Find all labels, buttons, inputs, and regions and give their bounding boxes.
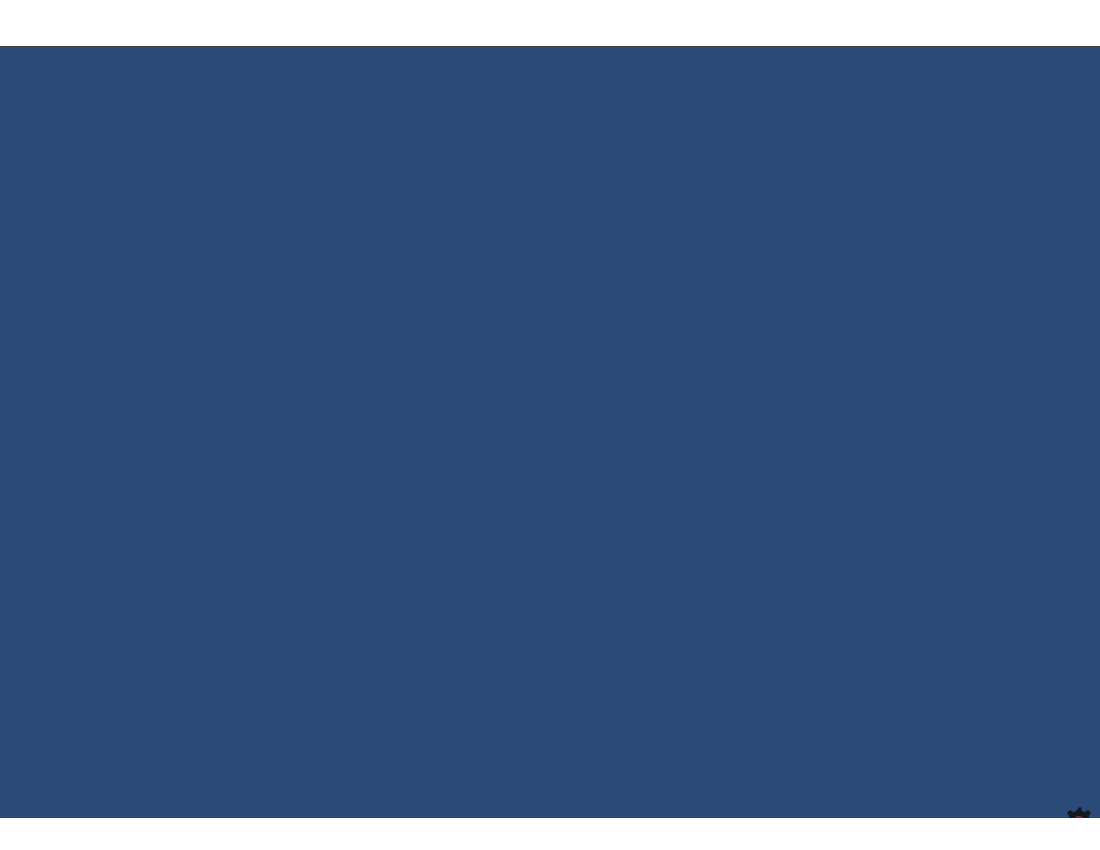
colorbar-gradient xyxy=(0,834,1100,849)
pivotal-weather-logo xyxy=(1066,793,1092,819)
colorbar-tick-labels xyxy=(0,818,1100,834)
temperature-field-canvas xyxy=(0,47,1100,819)
header-bar xyxy=(0,0,1100,46)
map-viewport[interactable] xyxy=(0,46,1100,819)
colorbar xyxy=(0,818,1100,850)
gear-icon xyxy=(1064,797,1094,819)
